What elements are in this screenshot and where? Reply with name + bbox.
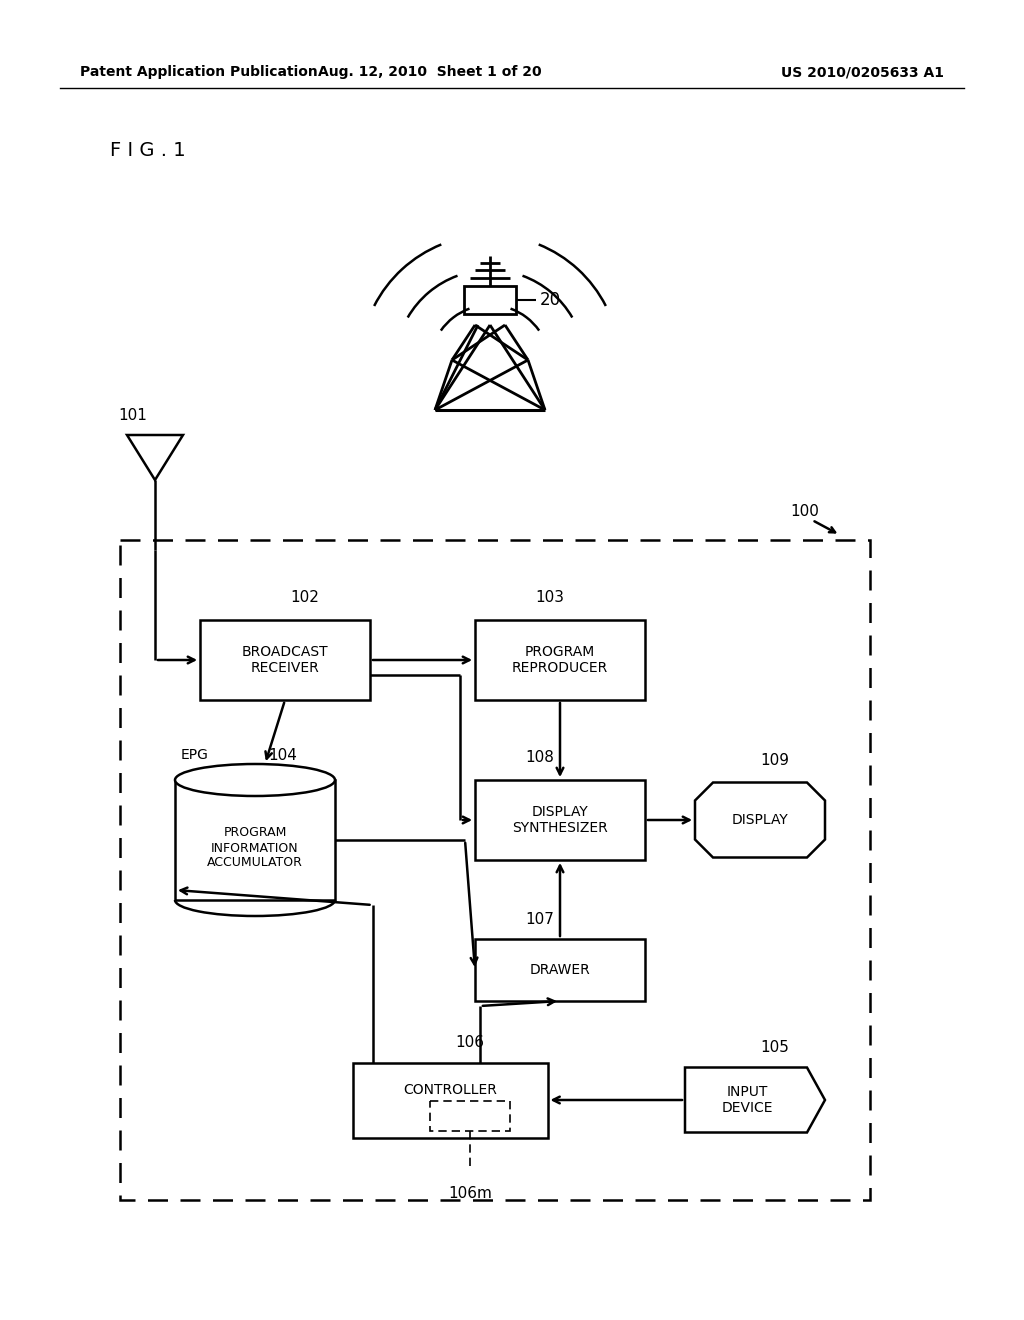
Bar: [475, 620, 645, 700]
Text: DRAWER: DRAWER: [529, 964, 591, 977]
Bar: [430, 1101, 510, 1131]
Text: DISPLAY: DISPLAY: [731, 813, 788, 828]
Text: DISPLAY
SYNTHESIZER: DISPLAY SYNTHESIZER: [512, 805, 608, 836]
Text: EPG: EPG: [181, 748, 209, 762]
Text: 102: 102: [291, 590, 319, 606]
Text: 108: 108: [525, 751, 554, 766]
Text: F I G . 1: F I G . 1: [110, 140, 185, 160]
Bar: [175, 780, 335, 900]
Text: 100: 100: [790, 504, 819, 520]
Text: CONTROLLER: CONTROLLER: [403, 1082, 497, 1097]
Ellipse shape: [175, 764, 335, 796]
Text: 109: 109: [761, 752, 790, 768]
Text: Patent Application Publication: Patent Application Publication: [80, 65, 317, 79]
Text: 103: 103: [536, 590, 564, 606]
Bar: [464, 286, 516, 314]
Bar: [475, 939, 645, 1001]
Text: US 2010/0205633 A1: US 2010/0205633 A1: [781, 65, 944, 79]
Text: 20: 20: [540, 290, 561, 309]
Text: PROGRAM
REPRODUCER: PROGRAM REPRODUCER: [512, 645, 608, 675]
Bar: [120, 540, 870, 1200]
Text: 106m: 106m: [449, 1185, 492, 1200]
Text: 101: 101: [118, 408, 147, 422]
Text: 107: 107: [525, 912, 554, 927]
Text: 104: 104: [268, 747, 297, 763]
Bar: [475, 780, 645, 861]
Bar: [200, 620, 370, 700]
Text: BROADCAST
RECEIVER: BROADCAST RECEIVER: [242, 645, 329, 675]
Text: INPUT
DEVICE: INPUT DEVICE: [721, 1085, 773, 1115]
Text: 106: 106: [456, 1035, 484, 1049]
Text: 105: 105: [761, 1040, 790, 1055]
Text: PROGRAM
INFORMATION
ACCUMULATOR: PROGRAM INFORMATION ACCUMULATOR: [207, 826, 303, 870]
Text: Aug. 12, 2010  Sheet 1 of 20: Aug. 12, 2010 Sheet 1 of 20: [318, 65, 542, 79]
Bar: [352, 1063, 548, 1138]
